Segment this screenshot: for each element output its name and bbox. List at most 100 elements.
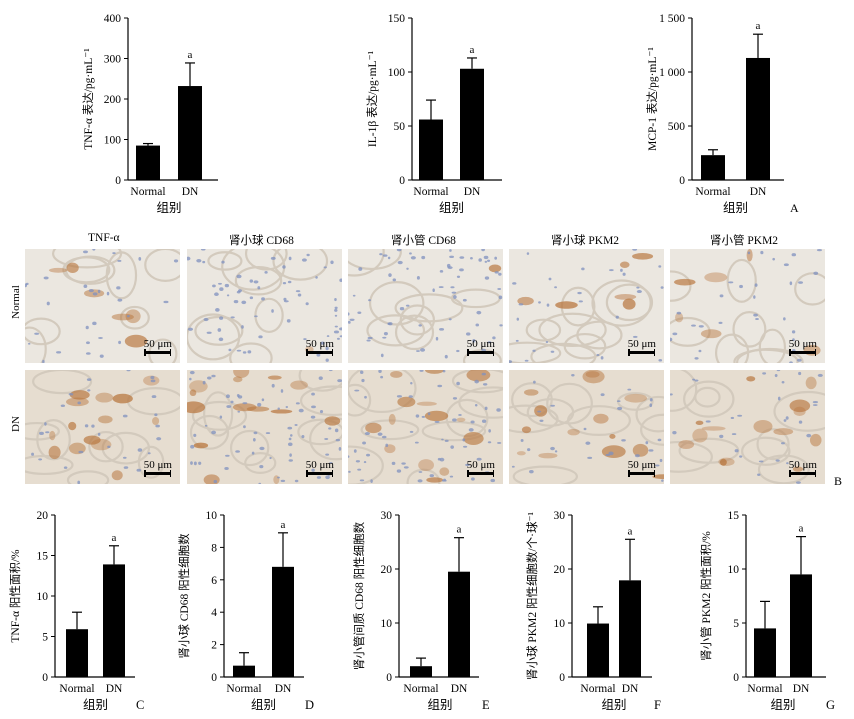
y-tick-label: 2 <box>211 640 217 652</box>
bar-dn <box>746 57 770 180</box>
y-axis-title: TNF-α 阳性面积/% <box>8 549 22 643</box>
x-axis-title: 组别 <box>83 698 108 712</box>
micrograph-dn-1: 50 μm <box>25 370 180 484</box>
bar-dn <box>790 574 812 677</box>
bar-normal <box>419 119 443 180</box>
column-header-glomerular-cd68: 肾小球 CD68 <box>229 235 294 247</box>
category-label: DN <box>464 186 481 198</box>
bar-normal <box>66 629 88 677</box>
row-header-dn: DN <box>10 416 22 432</box>
bar-normal <box>136 145 160 180</box>
micrograph-normal-5: 50 μm <box>670 249 825 363</box>
x-axis-title: 组别 <box>427 698 452 712</box>
y-axis-title: 肾小球 CD68 阳性细胞数 <box>177 533 191 659</box>
scale-bar-label: 50 μm <box>143 459 172 471</box>
scale-bar: 50 μm <box>628 338 656 356</box>
scale-bar-label: 50 μm <box>627 459 656 471</box>
category-label: Normal <box>413 186 448 198</box>
panel-label-a: A <box>790 201 799 215</box>
panel-label-f: F <box>654 698 661 712</box>
y-tick-label: 10 <box>554 618 566 630</box>
bar-dn <box>448 571 470 677</box>
category-label: Normal <box>59 683 94 695</box>
scale-bar-label: 50 μm <box>788 459 817 471</box>
y-tick-label: 0 <box>679 175 685 187</box>
y-tick-label: 0 <box>42 672 48 684</box>
y-tick-label: 30 <box>381 510 393 522</box>
category-label: Normal <box>403 683 438 695</box>
x-axis-title: 组别 <box>770 698 795 712</box>
scale-bar: 50 μm <box>466 459 495 477</box>
scale-bar: 50 μm <box>305 338 334 356</box>
y-tick-label: 5 <box>42 632 48 644</box>
y-tick-label: 0 <box>559 672 565 684</box>
category-label: DN <box>622 683 639 695</box>
scale-bar-label: 50 μm <box>788 338 817 350</box>
scale-bar-label: 50 μm <box>305 338 334 350</box>
bar-normal <box>587 623 609 677</box>
bar-dn <box>619 580 641 677</box>
x-axis-title: 组别 <box>439 201 464 215</box>
y-tick-label: 0 <box>386 672 392 684</box>
category-label: DN <box>750 186 767 198</box>
y-tick-label: 0 <box>399 175 405 187</box>
significance-marker: a <box>756 20 761 32</box>
significance-marker: a <box>281 519 286 531</box>
panel-label-e: E <box>482 698 490 712</box>
y-tick-label: 1 000 <box>659 67 685 79</box>
y-tick-label: 6 <box>211 575 217 587</box>
y-axis-title: 肾小管 PKM2 阳性面积/% <box>699 531 713 661</box>
significance-marker: a <box>188 49 193 61</box>
y-tick-label: 0 <box>733 672 739 684</box>
y-tick-label: 20 <box>381 564 393 576</box>
bar-dn <box>460 68 484 180</box>
significance-marker: a <box>112 532 117 544</box>
category-label: DN <box>182 186 199 198</box>
panel-label-c: C <box>136 698 144 712</box>
y-tick-label: 100 <box>388 67 406 79</box>
column-header-tubular-cd68: 肾小管 CD68 <box>391 235 456 247</box>
y-tick-label: 400 <box>104 13 122 25</box>
scale-bar-label: 50 μm <box>143 338 172 350</box>
y-tick-label: 15 <box>37 551 49 563</box>
scale-bar: 50 μm <box>143 459 172 477</box>
bar-dn <box>272 566 294 677</box>
chart-interstitial-cd68-cells: 0 10 20 30 Normal a DN 组别 肾小管间质 CD68 阳性细胞数 E <box>352 510 490 712</box>
y-tick-label: 500 <box>668 121 686 133</box>
y-tick-label: 0 <box>115 175 121 187</box>
panel-label-g: G <box>826 698 835 712</box>
scale-bar-label: 50 μm <box>466 459 495 471</box>
micrograph-dn-2: 50 μm <box>187 370 342 484</box>
y-tick-label: 0 <box>211 672 217 684</box>
y-tick-label: 10 <box>728 564 740 576</box>
x-axis-title: 组别 <box>601 698 626 712</box>
bar-normal <box>754 628 776 677</box>
bar-normal <box>701 155 725 180</box>
y-tick-label: 4 <box>211 607 217 619</box>
y-tick-label: 5 <box>733 618 739 630</box>
chart-glomerular-cd68-cells: 0 2 4 6 8 10 Normal a DN 组别 肾小球 CD68 阳性细胞数 D <box>177 510 314 712</box>
y-tick-label: 100 <box>104 135 122 147</box>
y-axis-title: 肾小球 PKM2 阳性细胞数/个·球⁻¹ <box>525 511 539 680</box>
y-tick-label: 10 <box>37 591 49 603</box>
scale-bar-label: 50 μm <box>466 338 495 350</box>
bar-dn <box>178 86 202 180</box>
scale-bar: 50 μm <box>143 338 172 356</box>
category-label: DN <box>793 683 810 695</box>
category-label: Normal <box>580 683 615 695</box>
significance-marker: a <box>628 525 633 537</box>
y-tick-label: 300 <box>104 54 122 66</box>
micrograph-dn-3: 50 μm <box>348 370 503 484</box>
scale-bar: 50 μm <box>466 338 495 356</box>
category-label: Normal <box>130 186 165 198</box>
chart-tubular-pkm2-area: 0 5 10 15 Normal a DN 组别 肾小管 PKM2 阳性面积/% G <box>699 510 835 712</box>
micrograph-dn-4: 50 μm <box>509 370 664 484</box>
scale-bar: 50 μm <box>627 459 656 477</box>
y-tick-label: 50 <box>394 121 406 133</box>
y-tick-label: 20 <box>554 564 566 576</box>
column-header-tubular-pkm2: 肾小管 PKM2 <box>710 235 779 247</box>
y-tick-label: 10 <box>206 510 218 522</box>
